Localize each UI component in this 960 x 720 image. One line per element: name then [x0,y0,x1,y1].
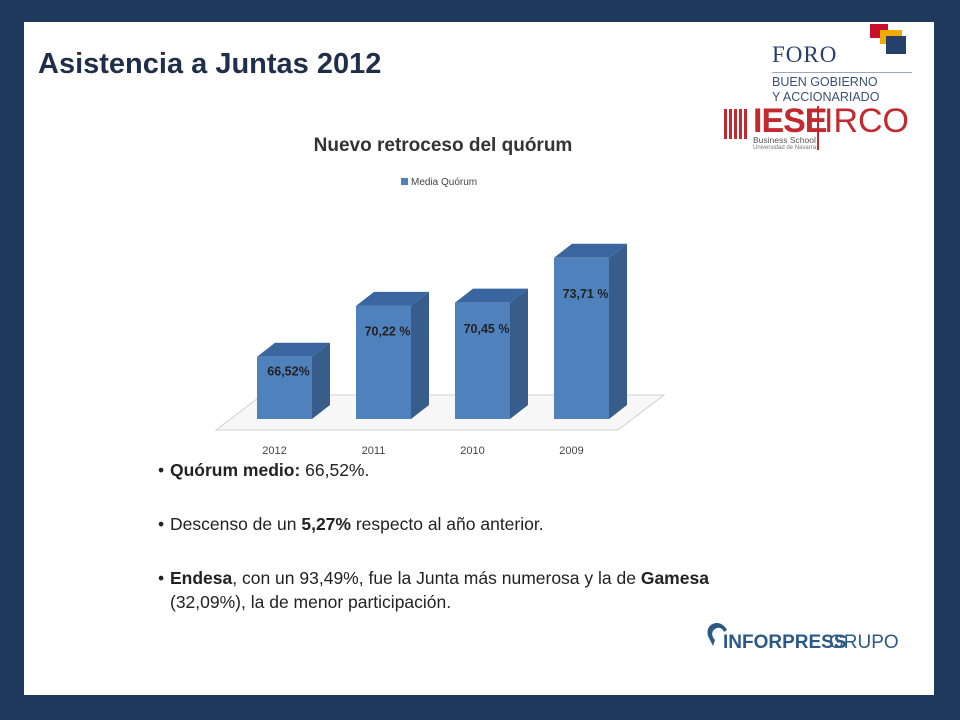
x-tick-1: 2012 [262,445,286,457]
iese-divider [817,106,819,150]
foro-divider [772,72,912,73]
bullet-endesa-text: , con un 93,49%, fue la Junta más numero… [232,568,641,588]
bar-side-2 [411,291,429,419]
iese-logo: IESE Business School Universidad de Nava… [722,102,922,162]
x-tick-2: 2011 [362,445,386,457]
bar-label-2: 70,22 % [365,325,411,339]
bullet-item-endesa: • Endesa, con un 93,49%, fue la Junta má… [158,566,778,614]
bar-label-4: 73,71 % [563,287,609,301]
legend-label: Media Quórum [411,177,477,188]
inforpress-logo: INFORPRESS GRUPO [705,622,905,658]
chart-title: Nuevo retroceso del quórum [314,135,573,156]
bar-side-3 [510,288,528,419]
x-tick-4: 2009 [559,445,583,457]
bar-top-4 [554,243,627,258]
bars-group: 66,52% 2012 70,22 % 2011 70,45 % 2010 73,71 % 2… [257,243,627,457]
bullet-item-quorum: • Quórum medio: 66,52%. [158,458,778,482]
bar-top-1 [257,342,330,357]
bullet-dot: • [158,514,165,534]
bullet-gamesa-name: Gamesa [640,568,709,588]
bullet-dot: • [158,460,165,480]
x-tick-3: 2010 [460,445,484,457]
bullet-dot: • [158,568,165,588]
bullet-list: • Quórum medio: 66,52%. • Descenso de un… [158,458,778,644]
iese-school: Business School [753,135,816,145]
inforpress-brand: INFORPRESS [723,632,847,653]
bullet-quorum-label: Quórum medio: [170,460,301,480]
bar-4 [554,257,609,419]
bullet-item-descenso: • Descenso de un 5,27% respecto al año a… [158,512,778,536]
bar-1 [257,356,312,419]
foro-subtitle-1: BUEN GOBIERNO [772,75,878,89]
bar-2 [356,305,411,419]
bar-label-1: 66,52% [267,364,309,378]
bullet-endesa-name: Endesa [170,568,233,588]
iese-university: Universidad de Navarra [753,145,817,151]
inforpress-suffix: GRUPO [829,632,899,653]
foro-name: FORO [772,42,838,67]
iese-shield-icon [722,106,748,144]
inforpress-emblem-icon [707,623,727,646]
bar-3 [455,302,510,419]
foro-emblem-icon [870,24,906,54]
bar-label-3: 70,45 % [464,322,510,336]
irco-name: IRCO [824,102,909,140]
bullet-quorum-value: 66,52%. [300,460,370,480]
bullet-descenso-value: 5,27% [301,514,351,534]
bar-side-4 [609,243,627,419]
bullet-gamesa-text: (32,09%), la de menor participación. [170,592,452,612]
legend-swatch [401,178,408,185]
foro-subtitle-2: Y ACCIONARIADO [772,90,880,104]
bullet-descenso-post: respecto al año anterior. [350,514,544,534]
foro-logo: FORO BUEN GOBIERNO Y ACCIONARIADO [772,22,912,112]
iese-name: IESE [753,102,827,140]
bar-side-1 [312,342,330,419]
bar-top-2 [356,291,429,306]
slide-title: Asistencia a Juntas 2012 [38,48,382,80]
bullet-descenso-pre: Descenso de un [170,514,302,534]
bar-top-3 [455,288,528,303]
